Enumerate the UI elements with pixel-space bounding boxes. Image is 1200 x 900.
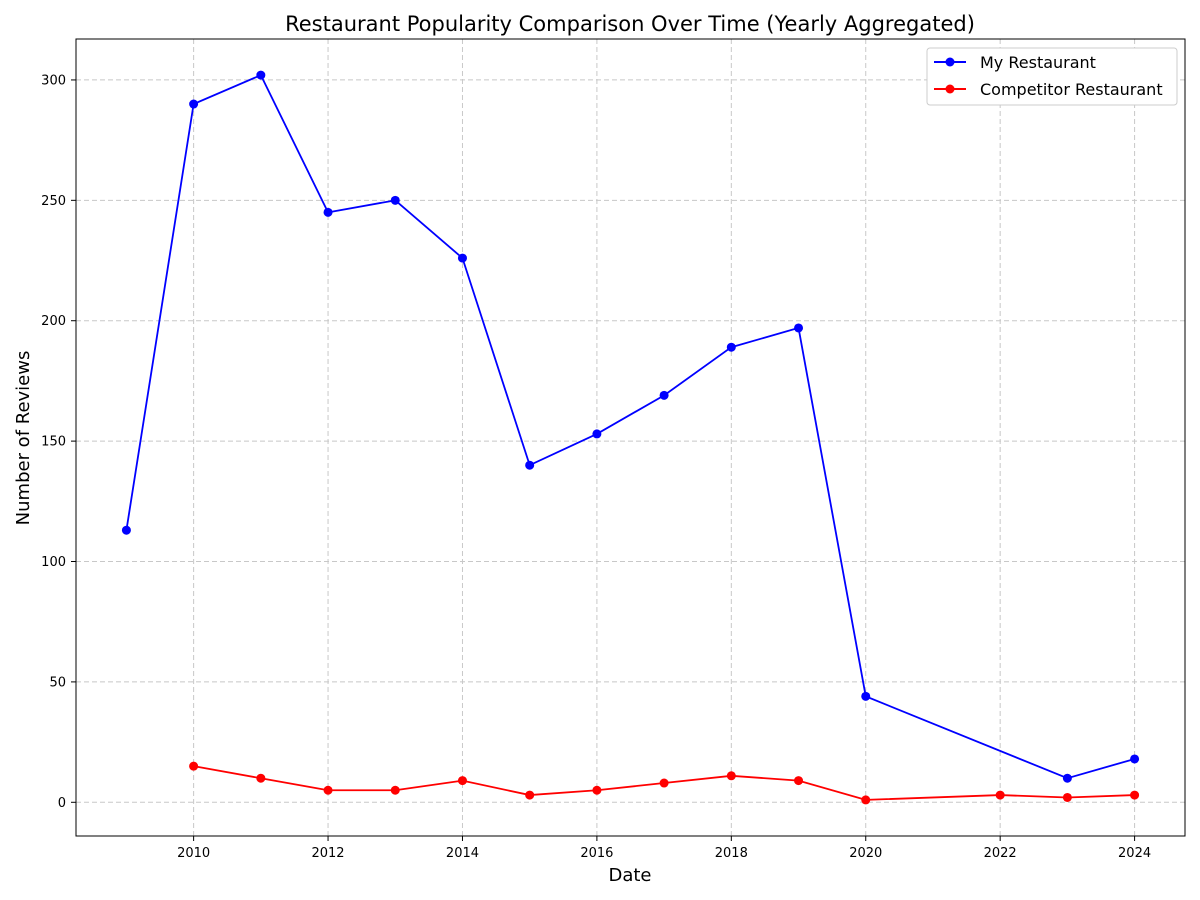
data-point-competitor-restaurant-2017 bbox=[659, 778, 669, 788]
data-point-competitor-restaurant-2020 bbox=[861, 795, 871, 805]
data-point-my-restaurant-2018 bbox=[726, 342, 736, 352]
y-axis-label: Number of Reviews bbox=[13, 351, 34, 526]
axis-ticks: 2010 2012 2014 2016 2018 2020 2022 2024 0 50 100 15… bbox=[41, 73, 1151, 861]
x-tick-label-2016: 2016 bbox=[580, 846, 613, 861]
data-point-competitor-restaurant-2010 bbox=[189, 761, 199, 771]
y-tick-label-200: 200 bbox=[41, 314, 66, 329]
data-point-my-restaurant-2017 bbox=[659, 390, 669, 400]
y-tick-label-0: 0 bbox=[58, 796, 66, 811]
x-tick-label-2020: 2020 bbox=[849, 846, 882, 861]
y-tick-label-300: 300 bbox=[41, 73, 66, 88]
data-point-my-restaurant-2012 bbox=[323, 207, 333, 217]
data-point-competitor-restaurant-2018 bbox=[726, 771, 736, 781]
data-point-my-restaurant-2014 bbox=[457, 253, 467, 263]
plot-frame bbox=[75, 38, 1186, 837]
data-point-my-restaurant-2011 bbox=[256, 70, 266, 80]
data-point-competitor-restaurant-2013 bbox=[390, 785, 400, 795]
x-tick-label-2012: 2012 bbox=[311, 846, 344, 861]
chart-title: Restaurant Popularity Comparison Over Ti… bbox=[285, 12, 975, 36]
data-point-my-restaurant-2020 bbox=[861, 691, 871, 701]
data-point-competitor-restaurant-2022 bbox=[995, 790, 1005, 800]
data-point-my-restaurant-2010 bbox=[189, 99, 199, 109]
data-point-competitor-restaurant-2012 bbox=[323, 785, 333, 795]
data-point-my-restaurant-2016 bbox=[592, 429, 602, 439]
series-my-restaurant bbox=[121, 70, 1140, 783]
data-point-my-restaurant-2013 bbox=[390, 195, 400, 205]
legend-marker-competitor-restaurant bbox=[945, 84, 955, 94]
x-tick-label-2024: 2024 bbox=[1118, 846, 1151, 861]
data-point-competitor-restaurant-2015 bbox=[525, 790, 535, 800]
legend-label-competitor-restaurant: Competitor Restaurant bbox=[980, 80, 1163, 99]
data-point-my-restaurant-2024 bbox=[1130, 754, 1140, 764]
data-point-competitor-restaurant-2019 bbox=[794, 776, 804, 786]
data-point-my-restaurant-2009 bbox=[121, 525, 131, 535]
data-point-my-restaurant-2015 bbox=[525, 460, 535, 470]
data-point-competitor-restaurant-2024 bbox=[1130, 790, 1140, 800]
y-tick-label-150: 150 bbox=[41, 435, 66, 450]
data-point-competitor-restaurant-2014 bbox=[457, 776, 467, 786]
x-tick-label-2018: 2018 bbox=[715, 846, 748, 861]
x-tick-label-2022: 2022 bbox=[984, 846, 1017, 861]
x-tick-label-2010: 2010 bbox=[177, 846, 210, 861]
legend: My Restaurant Competitor Restaurant bbox=[926, 47, 1178, 106]
y-tick-label-250: 250 bbox=[41, 194, 66, 209]
data-point-my-restaurant-2023 bbox=[1062, 773, 1072, 783]
data-point-competitor-restaurant-2016 bbox=[592, 785, 602, 795]
legend-marker-my-restaurant bbox=[945, 57, 955, 67]
legend-box bbox=[926, 47, 1178, 106]
series-line-competitor-restaurant bbox=[193, 765, 1135, 801]
series-layer bbox=[121, 70, 1140, 805]
grid bbox=[76, 39, 1185, 836]
data-point-my-restaurant-2019 bbox=[794, 323, 804, 333]
y-tick-label-50: 50 bbox=[49, 675, 66, 690]
data-point-competitor-restaurant-2023 bbox=[1062, 792, 1072, 802]
data-point-competitor-restaurant-2011 bbox=[256, 773, 266, 783]
series-line-my-restaurant bbox=[125, 73, 1135, 780]
legend-label-my-restaurant: My Restaurant bbox=[980, 53, 1096, 72]
x-tick-label-2014: 2014 bbox=[446, 846, 479, 861]
y-tick-label-100: 100 bbox=[41, 555, 66, 570]
x-axis-label: Date bbox=[608, 865, 651, 886]
series-competitor-restaurant bbox=[189, 761, 1140, 805]
